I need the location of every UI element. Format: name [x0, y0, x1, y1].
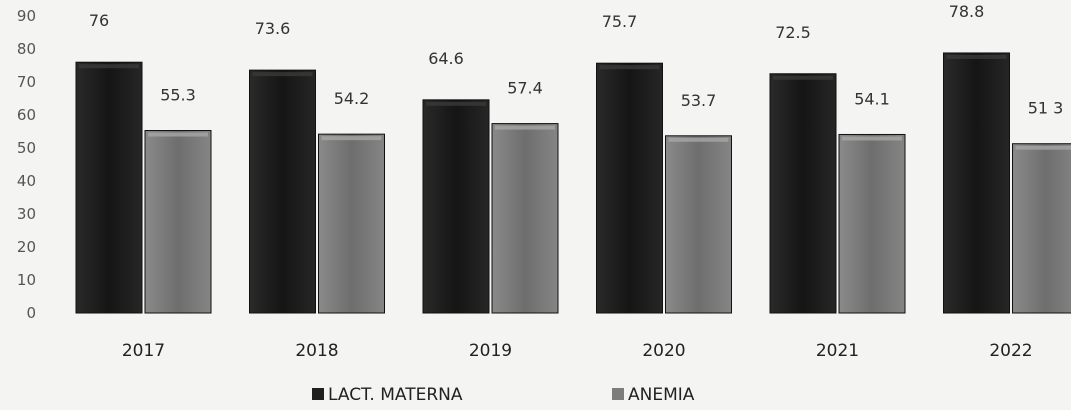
bar-lact-materna-2017 — [75, 61, 143, 314]
data-label: 72.5 — [775, 23, 811, 42]
data-label: 55.3 — [160, 86, 196, 105]
y-tick-label: 0 — [26, 304, 36, 322]
legend-label-lact-materna: LACT. MATERNA — [328, 385, 463, 405]
data-label: 73.6 — [255, 19, 291, 38]
y-tick-label: 60 — [17, 106, 36, 124]
bar-cap — [321, 136, 382, 141]
bar-lact-materna-2022 — [943, 52, 1010, 314]
y-tick-label: 40 — [17, 172, 36, 190]
bar-anemia-2018 — [318, 133, 385, 314]
bar-lact-materna-2021 — [769, 73, 837, 314]
x-tick-label: 2022 — [989, 341, 1032, 361]
bar-anemia-2020 — [665, 135, 732, 314]
bar-anemia-2021 — [838, 133, 906, 314]
data-label: 53.7 — [681, 91, 717, 110]
bar-cap — [79, 64, 139, 69]
x-tick-label: 2018 — [295, 341, 338, 361]
x-axis: 2017 2018 2019 2020 2021 2022 — [122, 341, 1033, 361]
data-labels: 76 55.3 73.6 54.2 64.6 57.4 75.7 53.7 72.5 54.1 78… — [89, 2, 1063, 118]
bar-cap — [148, 132, 208, 137]
data-label: 51 3 — [1028, 99, 1064, 118]
legend-swatch-anemia — [612, 388, 624, 400]
bar-cap — [599, 65, 660, 70]
y-tick-label: 70 — [17, 73, 36, 91]
y-tick-label: 20 — [17, 238, 36, 256]
x-tick-label: 2017 — [122, 341, 165, 361]
bar-lact-materna-2020 — [596, 62, 663, 314]
bar-cap — [426, 101, 486, 106]
bar-anemia-2022 — [1012, 143, 1071, 314]
data-label: 75.7 — [602, 12, 638, 31]
x-tick-label: 2020 — [642, 341, 685, 361]
bar-cap — [252, 72, 313, 77]
data-label: 54.2 — [334, 89, 370, 108]
bar-anemia-2017 — [144, 130, 212, 314]
bar-cap — [1015, 145, 1071, 150]
data-label: 76 — [89, 11, 109, 30]
data-label: 64.6 — [428, 49, 464, 68]
bar-anemia-2019 — [491, 123, 559, 314]
data-label: 78.8 — [949, 2, 985, 21]
bars-layer — [75, 52, 1071, 314]
y-tick-label: 90 — [17, 7, 36, 25]
legend-swatch-lact-materna — [312, 388, 324, 400]
bar-lact-materna-2018 — [249, 69, 316, 314]
y-tick-label: 80 — [17, 40, 36, 58]
bar-cap — [495, 125, 555, 130]
legend: LACT. MATERNA ANEMIA — [312, 385, 695, 405]
bar-cap — [773, 75, 833, 80]
y-tick-label: 10 — [17, 271, 36, 289]
bar-cap — [668, 137, 729, 142]
bar-cap — [946, 54, 1007, 59]
bar-cap — [842, 136, 902, 141]
x-tick-label: 2019 — [469, 341, 512, 361]
y-tick-label: 50 — [17, 139, 36, 157]
bar-lact-materna-2019 — [422, 99, 490, 314]
y-axis: 0 10 20 30 40 50 60 70 80 90 — [17, 7, 36, 322]
data-label: 54.1 — [854, 89, 890, 108]
data-label: 57.4 — [507, 79, 543, 98]
y-tick-label: 30 — [17, 205, 36, 223]
x-tick-label: 2021 — [816, 341, 859, 361]
legend-label-anemia: ANEMIA — [628, 385, 695, 405]
